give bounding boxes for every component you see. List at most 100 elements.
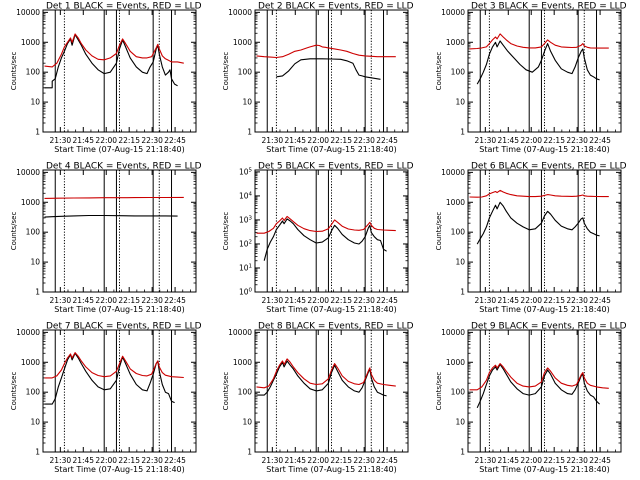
x-tick-label: 21:45 [497,136,519,145]
y-tick-label: 10000 [16,8,40,17]
y-tick-label: 100 [451,228,466,237]
y-tick-label: 100 [26,228,41,237]
x-tick-label: 22:45 [376,136,398,145]
y-tick-label: 1 [247,448,252,457]
x-tick-label: 22:00 [307,296,329,305]
series-black-line [476,201,600,245]
y-tick-label: 100 [238,68,253,77]
x-axis-label: Start Time (07-Aug-15 21:18:40) [266,465,397,474]
panel-title: Det 4 BLACK = Events, RED = LLD [46,162,202,172]
x-tick-label: 22:15 [543,136,565,145]
y-tick-label: 101 [239,263,252,272]
x-tick-label: 22:30 [353,296,375,305]
y-tick-label: 100 [26,68,41,77]
y-axis-label: Counts/sec [10,52,18,91]
series-black-line [44,34,178,89]
y-tick-label: 1 [247,128,252,137]
x-tick-label: 22:30 [566,456,588,465]
y-tick-label: 100 [238,388,253,397]
x-tick-label: 21:45 [284,456,306,465]
x-tick-label: 21:30 [50,136,72,145]
series-red-line [469,189,609,198]
x-tick-label: 22:30 [566,296,588,305]
x-tick-label: 22:45 [589,296,611,305]
y-axis-label: Counts/sec [10,372,18,411]
y-tick-label: 1000 [446,38,465,47]
x-tick-label: 22:30 [353,456,375,465]
x-tick-label: 21:45 [72,456,94,465]
x-tick-label: 22:00 [307,136,329,145]
x-tick-label: 21:30 [475,136,497,145]
y-axis-label: Counts/sec [435,212,443,251]
y-tick-label: 10000 [16,168,40,177]
panel-title: Det 1 BLACK = Events, RED = LLD [46,2,202,12]
panel-title: Det 9 BLACK = Events, RED = LLD [471,322,627,332]
y-tick-label: 10 [30,258,40,267]
panel-det-5: Det 5 BLACK = Events, RED = LLD 100 101 102… [222,162,414,315]
series-red-line [44,196,184,199]
y-tick-label: 10 [30,98,40,107]
y-tick-label: 10 [455,98,465,107]
y-tick-label: 1 [35,288,40,297]
x-tick-label: 22:15 [543,456,565,465]
panel-det-1: Det 1 BLACK = Events, RED = LLD 1 10 100 100… [10,2,202,155]
y-tick-label: 10000 [228,8,252,17]
x-tick-label: 22:45 [164,296,186,305]
panel-title: Det 3 BLACK = Events, RED = LLD [471,2,627,12]
y-tick-label: 10 [455,418,465,427]
x-tick-label: 21:30 [50,456,72,465]
y-tick-label: 100 [239,288,253,297]
x-axis-label: Start Time (07-Aug-15 21:18:40) [54,465,185,474]
y-axis-label: Counts/sec [222,52,230,91]
y-tick-label: 1000 [446,198,465,207]
x-tick-label: 22:00 [95,296,117,305]
x-tick-label: 22:00 [520,296,542,305]
y-tick-label: 10000 [16,328,40,337]
panel-title: Det 5 BLACK = Events, RED = LLD [258,162,414,172]
y-tick-label: 1000 [446,358,465,367]
x-axis-label: Start Time (07-Aug-15 21:18:40) [479,305,610,314]
x-tick-label: 21:45 [284,296,306,305]
y-tick-label: 1000 [233,38,252,47]
x-tick-label: 21:30 [475,456,497,465]
x-axis-label: Start Time (07-Aug-15 21:18:40) [479,465,610,474]
panel-det-3: Det 3 BLACK = Events, RED = LLD 1 10 100 100… [435,2,627,155]
x-tick-label: 22:15 [543,296,565,305]
x-tick-label: 22:30 [141,296,163,305]
panel-title: Det 6 BLACK = Events, RED = LLD [471,162,627,172]
x-tick-label: 21:45 [72,136,94,145]
y-tick-label: 105 [239,167,253,176]
series-red-line [469,363,609,391]
x-tick-label: 22:30 [141,456,163,465]
panel-det-6: Det 6 BLACK = Events, RED = LLD 1 10 100 100… [435,162,627,315]
y-tick-label: 1000 [21,198,40,207]
x-tick-label: 22:45 [589,456,611,465]
x-tick-label: 22:00 [307,456,329,465]
x-tick-label: 22:30 [353,136,375,145]
series-black-line [263,218,387,261]
x-tick-label: 22:00 [520,136,542,145]
y-tick-label: 10000 [441,328,465,337]
y-tick-label: 100 [26,388,41,397]
y-tick-label: 10 [242,418,252,427]
y-tick-label: 10 [242,98,252,107]
x-tick-label: 21:30 [262,456,284,465]
x-tick-label: 22:15 [330,296,352,305]
series-red-line [256,358,396,389]
y-tick-exponent: 0 [249,288,253,294]
y-tick-label: 1000 [21,38,40,47]
x-tick-label: 22:15 [330,136,352,145]
y-tick-label: 10 [30,418,40,427]
y-tick-label: 1000 [21,358,40,367]
x-tick-label: 22:45 [589,136,611,145]
y-tick-label: 10000 [441,8,465,17]
panel-det-7: Det 7 BLACK = Events, RED = LLD 1 10 100 100… [10,322,202,475]
x-axis-label: Start Time (07-Aug-15 21:18:40) [54,305,185,314]
x-axis-label: Start Time (07-Aug-15 21:18:40) [54,145,185,154]
y-tick-label: 102 [239,239,252,248]
x-tick-label: 21:45 [497,456,519,465]
series-black-line [44,214,178,218]
panel-det-8: Det 8 BLACK = Events, RED = LLD 1 10 100 100… [222,322,414,475]
y-tick-exponent: 2 [249,239,253,245]
